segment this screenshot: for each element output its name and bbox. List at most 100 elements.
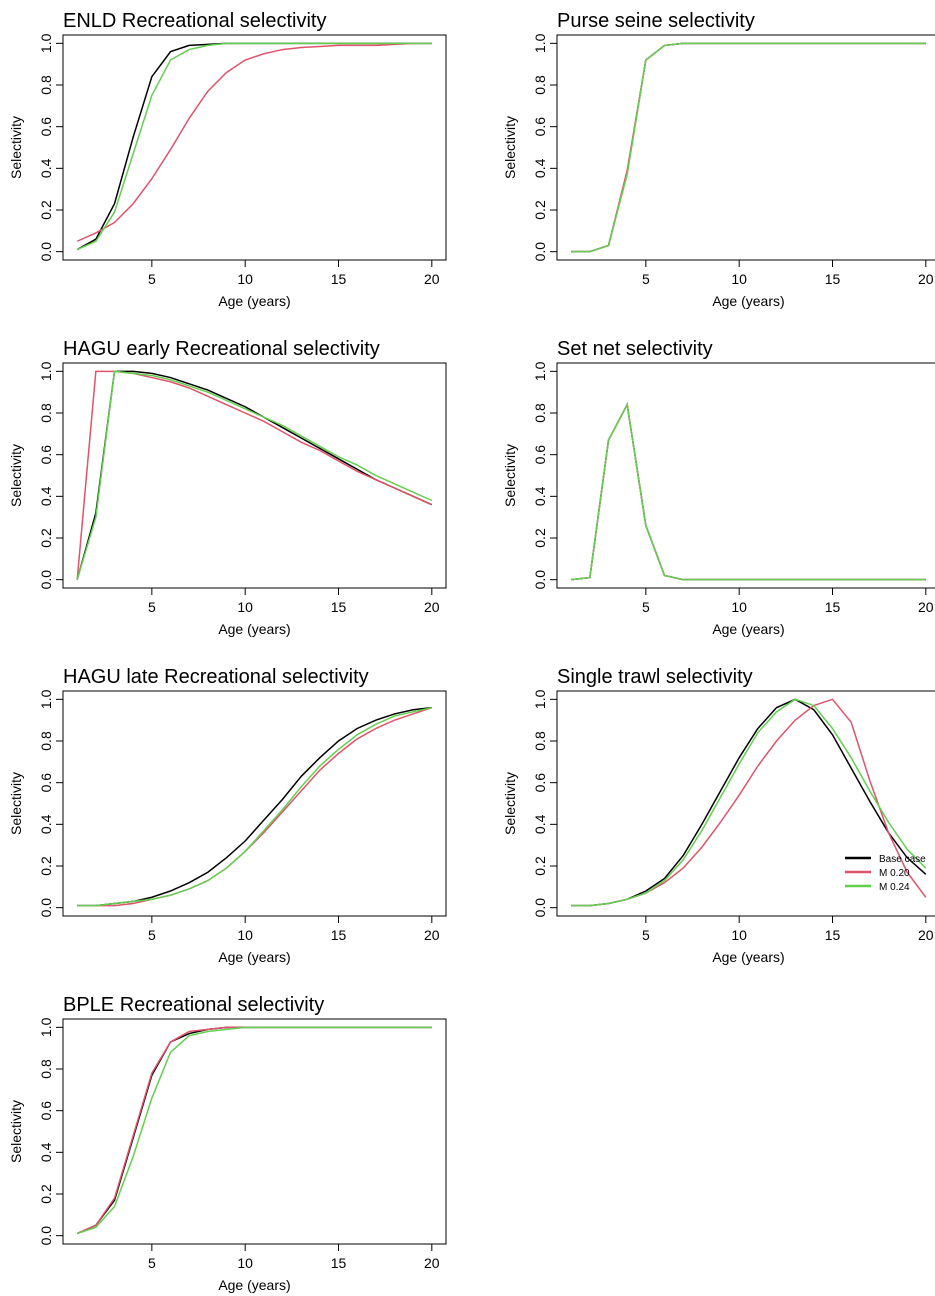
panel-title: Purse seine selectivity xyxy=(557,10,755,32)
y-tick-label: 0.4 xyxy=(532,486,548,506)
series-line xyxy=(571,698,927,907)
y-tick-label: 0.6 xyxy=(38,1101,54,1121)
x-tick-label: 15 xyxy=(331,927,347,943)
x-tick-label: 20 xyxy=(424,1255,440,1271)
x-tick-label: 10 xyxy=(731,927,747,943)
y-tick-label: 0.6 xyxy=(532,445,548,465)
x-axis-label: Age (years) xyxy=(712,293,784,309)
legend-label: M 0.24 xyxy=(879,882,910,893)
series-line xyxy=(571,42,926,253)
x-tick-label: 10 xyxy=(237,271,253,287)
x-axis-label: Age (years) xyxy=(218,1277,290,1293)
panel-title: Single trawl selectivity xyxy=(557,666,753,688)
y-tick-label: 0.6 xyxy=(532,117,548,137)
series-line xyxy=(76,1026,432,1235)
x-axis-label: Age (years) xyxy=(218,621,290,637)
y-axis-label: Selectivity xyxy=(8,444,24,507)
y-tick-label: 1.0 xyxy=(38,689,54,709)
x-tick-label: 15 xyxy=(331,599,347,615)
y-tick-label: 0.8 xyxy=(532,75,548,95)
series-line xyxy=(76,370,433,580)
x-tick-label: 20 xyxy=(424,927,440,943)
series-line xyxy=(76,370,433,580)
legend-label: M 0.20 xyxy=(879,868,910,879)
y-tick-label: 0.0 xyxy=(38,570,54,590)
x-tick-label: 5 xyxy=(642,927,650,943)
y-tick-label: 0.6 xyxy=(38,773,54,793)
y-tick-label: 0.2 xyxy=(38,1184,54,1204)
x-tick-label: 15 xyxy=(825,271,841,287)
series-line xyxy=(76,42,432,251)
y-tick-label: 0.0 xyxy=(38,898,54,918)
y-tick-label: 1.0 xyxy=(532,361,548,381)
series-line xyxy=(76,1026,432,1235)
series-line xyxy=(571,42,926,253)
y-tick-label: 0.2 xyxy=(38,856,54,876)
y-tick-label: 0.0 xyxy=(532,242,548,262)
y-tick-label: 0.2 xyxy=(38,528,54,548)
y-axis-label: Selectivity xyxy=(8,772,24,835)
y-tick-label: 1.0 xyxy=(38,1017,54,1037)
y-tick-label: 0.4 xyxy=(38,158,54,178)
y-tick-label: 0.4 xyxy=(532,158,548,178)
x-tick-label: 20 xyxy=(918,271,934,287)
y-tick-label: 0.0 xyxy=(532,570,548,590)
x-tick-label: 5 xyxy=(642,599,650,615)
x-tick-label: 10 xyxy=(237,927,253,943)
plot-frame xyxy=(62,34,447,261)
series-line xyxy=(571,402,926,581)
legend-label: Base case xyxy=(879,854,926,865)
series-line xyxy=(76,1026,432,1235)
plot-frame xyxy=(62,1018,447,1245)
y-tick-label: 0.8 xyxy=(38,403,54,423)
x-tick-label: 10 xyxy=(237,599,253,615)
x-tick-label: 20 xyxy=(918,927,934,943)
y-tick-label: 0.0 xyxy=(38,242,54,262)
y-tick-label: 0.2 xyxy=(532,200,548,220)
panel-title: ENLD Recreational selectivity xyxy=(63,10,326,32)
x-tick-label: 15 xyxy=(331,271,347,287)
x-tick-label: 5 xyxy=(148,1255,156,1271)
y-tick-label: 0.8 xyxy=(38,731,54,751)
y-tick-label: 0.4 xyxy=(532,814,548,834)
series-line xyxy=(571,698,927,907)
plot-frame xyxy=(62,362,447,589)
series-line xyxy=(76,42,432,242)
x-tick-label: 5 xyxy=(148,927,156,943)
y-axis-label: Selectivity xyxy=(502,116,518,179)
x-axis-label: Age (years) xyxy=(712,621,784,637)
y-axis-label: Selectivity xyxy=(502,772,518,835)
y-tick-label: 0.4 xyxy=(38,486,54,506)
y-tick-label: 0.6 xyxy=(532,773,548,793)
series-line xyxy=(571,42,926,253)
x-tick-label: 15 xyxy=(825,599,841,615)
series-line xyxy=(77,706,432,907)
x-axis-label: Age (years) xyxy=(712,949,784,965)
y-axis-label: Selectivity xyxy=(8,1100,24,1163)
x-tick-label: 10 xyxy=(237,1255,253,1271)
x-tick-label: 20 xyxy=(424,599,440,615)
y-tick-label: 0.6 xyxy=(38,445,54,465)
y-tick-label: 0.8 xyxy=(38,1059,54,1079)
y-tick-label: 0.8 xyxy=(532,403,548,423)
x-tick-label: 5 xyxy=(148,599,156,615)
x-axis-label: Age (years) xyxy=(218,949,290,965)
plot-frame xyxy=(62,690,447,917)
x-tick-label: 20 xyxy=(424,271,440,287)
y-tick-label: 0.6 xyxy=(38,117,54,137)
y-tick-label: 1.0 xyxy=(38,361,54,381)
x-tick-label: 10 xyxy=(731,599,747,615)
plot-frame xyxy=(556,690,935,917)
panel-title: HAGU late Recreational selectivity xyxy=(63,666,369,688)
y-tick-label: 0.8 xyxy=(38,75,54,95)
y-tick-label: 0.0 xyxy=(38,1226,54,1246)
series-line xyxy=(571,402,926,581)
y-tick-label: 0.2 xyxy=(532,856,548,876)
y-tick-label: 1.0 xyxy=(532,689,548,709)
series-line xyxy=(571,698,927,907)
y-tick-label: 0.8 xyxy=(532,731,548,751)
series-line xyxy=(76,42,432,251)
x-tick-label: 5 xyxy=(148,271,156,287)
x-tick-label: 10 xyxy=(731,271,747,287)
